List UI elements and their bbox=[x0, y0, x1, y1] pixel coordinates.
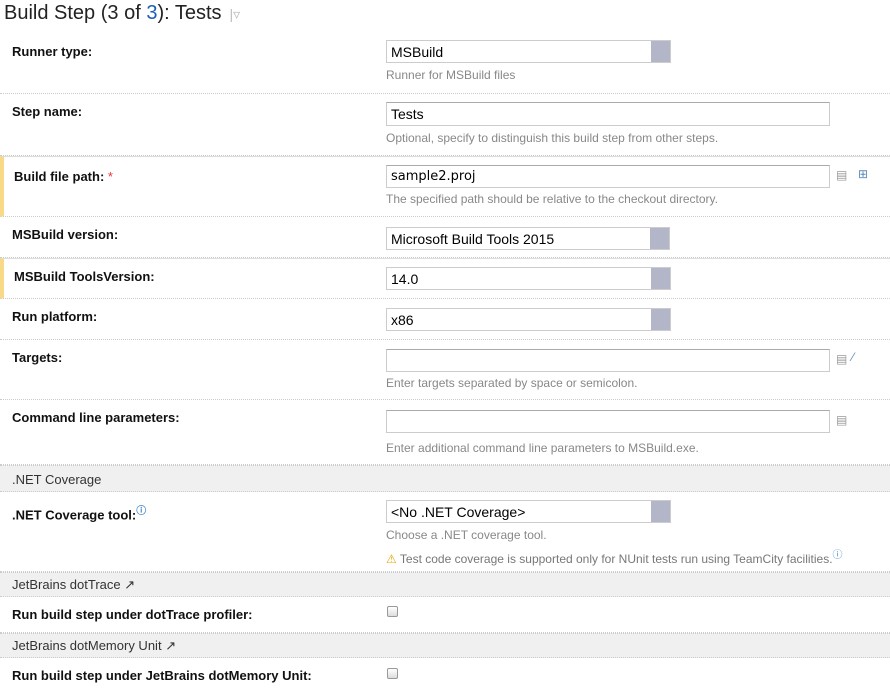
build-file-path-row: Build file path: * sample2.proj ▤ ⊞ The … bbox=[0, 156, 890, 217]
dottrace-row: Run build step under dotTrace profiler: bbox=[0, 597, 890, 633]
targets-row: Targets: ▤ ⁄ Enter targets separated by … bbox=[0, 340, 890, 400]
runner-type-select[interactable]: MSBuild bbox=[386, 40, 671, 63]
step-menu-dropdown[interactable]: |▿ bbox=[229, 6, 241, 22]
title-suffix: ): Tests bbox=[157, 2, 222, 24]
coverage-tool-select[interactable]: <No .NET Coverage> bbox=[386, 500, 671, 523]
file-tree-icon[interactable]: ⊞ bbox=[858, 167, 869, 181]
runner-type-note: Runner for MSBuild files bbox=[386, 68, 516, 82]
targets-input[interactable] bbox=[386, 349, 830, 372]
text-editor-icon[interactable]: ▤ bbox=[836, 413, 848, 427]
help-icon[interactable]: ⓘ bbox=[832, 550, 843, 561]
run-platform-select[interactable]: x86 bbox=[386, 308, 671, 331]
coverage-tool-row: .NET Coverage tool:ⓘ <No .NET Coverage> … bbox=[0, 492, 890, 572]
dottrace-checkbox[interactable] bbox=[387, 606, 398, 617]
text-editor-icon[interactable]: ▤ bbox=[836, 168, 848, 182]
net-coverage-section-header: .NET Coverage bbox=[0, 465, 890, 492]
runner-type-row: Runner type: MSBuild Runner for MSBuild … bbox=[0, 36, 890, 94]
coverage-tool-label: .NET Coverage tool:ⓘ bbox=[12, 502, 146, 522]
title-prefix: Build Step (3 of bbox=[4, 2, 147, 24]
coverage-tool-label-text: .NET Coverage tool: bbox=[12, 507, 137, 523]
msbuild-version-select[interactable]: Microsoft Build Tools 2015 bbox=[386, 227, 670, 250]
build-file-path-label: Build file path: * bbox=[14, 169, 113, 184]
dotmemory-checkbox[interactable] bbox=[387, 668, 398, 679]
command-line-input[interactable] bbox=[386, 410, 830, 433]
step-name-label: Step name: bbox=[12, 104, 83, 119]
command-line-note: Enter additional command line parameters… bbox=[386, 441, 699, 455]
text-editor-icon[interactable]: ▤ bbox=[836, 352, 848, 366]
dotmemory-row: Run build step under JetBrains dotMemory… bbox=[0, 658, 890, 691]
help-icon[interactable]: ⓘ bbox=[136, 506, 147, 517]
msbuild-version-row: MSBuild version: Microsoft Build Tools 2… bbox=[0, 217, 890, 258]
dotmemory-section-header: JetBrains dotMemory Unit ↗ bbox=[0, 633, 890, 658]
coverage-warning: ⚠ Test code coverage is supported only f… bbox=[386, 546, 843, 566]
step-name-row: Step name: Tests Optional, specify to di… bbox=[0, 94, 890, 156]
tools-version-label: MSBuild ToolsVersion: bbox=[14, 269, 155, 284]
warning-icon: ⚠ bbox=[386, 552, 397, 566]
dotmemory-section-title: JetBrains dotMemory Unit bbox=[12, 638, 162, 653]
external-link-icon[interactable]: ↗ bbox=[124, 577, 136, 592]
tools-version-select[interactable]: 14.0 bbox=[386, 267, 671, 290]
dotmemory-label: Run build step under JetBrains dotMemory… bbox=[12, 668, 312, 683]
runner-type-label: Runner type: bbox=[12, 44, 93, 59]
build-file-path-label-text: Build file path: bbox=[14, 169, 105, 184]
build-file-path-input[interactable]: sample2.proj bbox=[386, 165, 830, 188]
run-platform-label: Run platform: bbox=[12, 309, 98, 324]
msbuild-version-label: MSBuild version: bbox=[12, 227, 119, 242]
magic-wand-icon[interactable]: ⁄ bbox=[852, 350, 855, 364]
targets-label: Targets: bbox=[12, 350, 63, 365]
step-count-link[interactable]: 3 bbox=[146, 2, 158, 24]
build-file-path-note: The specified path should be relative to… bbox=[386, 192, 718, 206]
dottrace-section-header: JetBrains dotTrace ↗ bbox=[0, 572, 890, 597]
coverage-tool-note: Choose a .NET coverage tool. bbox=[386, 528, 547, 542]
page-title: Build Step (3 of 3): Tests |▿ bbox=[4, 2, 240, 25]
step-name-input[interactable]: Tests bbox=[386, 102, 830, 126]
command-line-row: Command line parameters: ▤ Enter additio… bbox=[0, 400, 890, 465]
run-platform-row: Run platform: x86 bbox=[0, 299, 890, 340]
step-name-note: Optional, specify to distinguish this bu… bbox=[386, 131, 719, 145]
tools-version-row: MSBuild ToolsVersion: 14.0 bbox=[0, 258, 890, 299]
external-link-icon[interactable]: ↗ bbox=[165, 638, 177, 653]
dottrace-label: Run build step under dotTrace profiler: bbox=[12, 607, 253, 622]
targets-note: Enter targets separated by space or semi… bbox=[386, 376, 638, 390]
required-marker: * bbox=[107, 169, 113, 184]
dottrace-section-title: JetBrains dotTrace bbox=[12, 577, 121, 592]
coverage-warning-text: Test code coverage is supported only for… bbox=[399, 552, 833, 566]
command-line-label: Command line parameters: bbox=[12, 410, 180, 425]
